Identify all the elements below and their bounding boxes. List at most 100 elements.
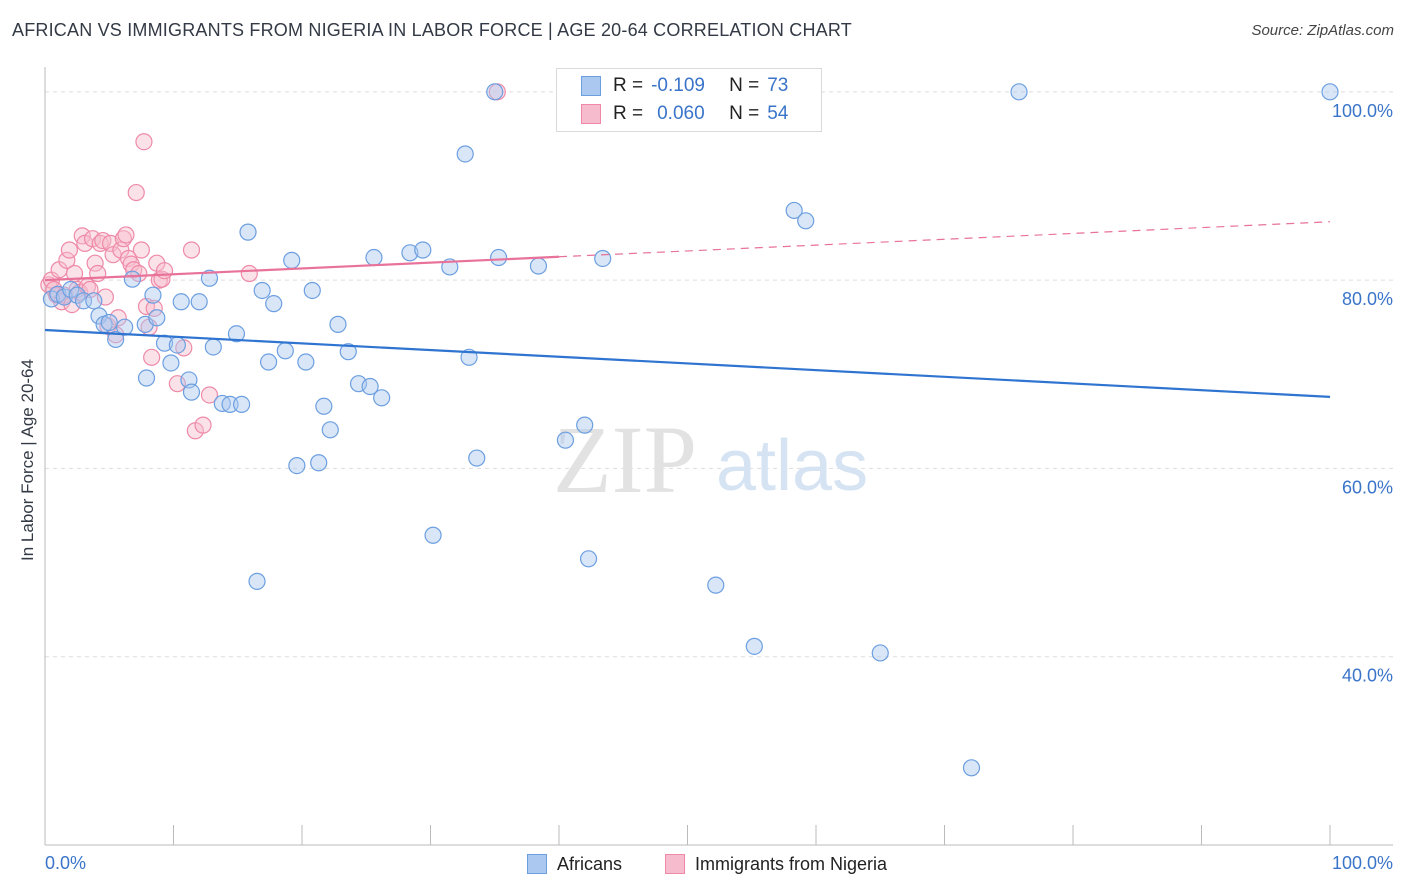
series-africans-points bbox=[42, 83, 1339, 777]
legend-row-africans: R = -0.109 N = 73 bbox=[581, 73, 788, 99]
point-nigeria bbox=[127, 183, 145, 202]
legend-r-label: R = bbox=[613, 75, 644, 96]
point-africans bbox=[190, 293, 208, 311]
point-africans bbox=[414, 241, 432, 259]
tick-labels: 40.0% 60.0% 80.0% 100.0% 0.0% 100.0% bbox=[45, 101, 1393, 873]
point-africans bbox=[297, 353, 315, 371]
point-africans bbox=[283, 251, 301, 269]
point-africans bbox=[785, 201, 803, 220]
point-africans bbox=[276, 342, 294, 360]
y-tick-label: 80.0% bbox=[1342, 289, 1393, 309]
point-africans bbox=[1010, 83, 1028, 101]
point-nigeria bbox=[58, 251, 76, 269]
point-africans bbox=[253, 281, 271, 300]
point-africans bbox=[707, 576, 725, 594]
point-africans bbox=[365, 248, 383, 267]
chart-title: AFRICAN VS IMMIGRANTS FROM NIGERIA IN LA… bbox=[12, 20, 852, 40]
point-africans bbox=[85, 292, 103, 310]
point-nigeria bbox=[240, 264, 258, 283]
point-africans bbox=[456, 145, 474, 163]
point-nigeria bbox=[86, 254, 104, 272]
point-nigeria bbox=[143, 348, 161, 366]
bottom-label-nigeria: Immigrants from Nigeria bbox=[695, 853, 888, 874]
legend-n-label: N = bbox=[729, 75, 760, 96]
point-africans bbox=[361, 377, 379, 396]
legend-row-nigeria: R = 0.060 N = 54 bbox=[581, 101, 788, 127]
legend-n-label: N = bbox=[729, 103, 760, 124]
point-africans bbox=[529, 257, 548, 275]
x-tick-label: 0.0% bbox=[45, 853, 86, 873]
point-africans bbox=[204, 338, 222, 356]
point-africans bbox=[594, 249, 612, 268]
point-africans bbox=[200, 269, 219, 287]
point-africans bbox=[148, 309, 166, 327]
point-africans bbox=[321, 421, 339, 439]
axes bbox=[44, 67, 1393, 846]
point-africans bbox=[329, 315, 347, 333]
bottom-label-africans: Africans bbox=[557, 853, 623, 874]
point-nigeria bbox=[117, 226, 135, 244]
point-africans bbox=[339, 343, 357, 361]
watermark-zip: ZIP bbox=[553, 406, 697, 513]
point-africans bbox=[579, 550, 598, 568]
y-tick-label: 60.0% bbox=[1342, 477, 1393, 497]
series-nigeria-points bbox=[40, 83, 506, 440]
x-tick-label: 100.0% bbox=[1332, 853, 1393, 873]
point-africans bbox=[310, 454, 328, 472]
source-label: Source: ZipAtlas.com bbox=[1251, 22, 1394, 39]
point-africans bbox=[172, 293, 190, 311]
trend-lines bbox=[44, 221, 1331, 398]
legend-r-nigeria: 0.060 bbox=[657, 103, 705, 124]
point-nigeria bbox=[109, 309, 127, 327]
y-tick-label: 40.0% bbox=[1342, 666, 1393, 686]
point-africans bbox=[227, 325, 246, 343]
point-africans bbox=[107, 330, 125, 349]
gridlines bbox=[45, 91, 1393, 658]
point-nigeria bbox=[200, 386, 219, 404]
point-africans bbox=[556, 431, 575, 449]
point-nigeria bbox=[135, 133, 153, 151]
point-africans bbox=[162, 354, 180, 372]
bottom-legend-nigeria: Immigrants from Nigeria bbox=[665, 852, 887, 876]
point-africans bbox=[576, 416, 594, 434]
bottom-swatch-africans bbox=[527, 854, 547, 874]
point-africans bbox=[144, 286, 162, 304]
point-africans bbox=[303, 281, 321, 300]
point-africans bbox=[797, 212, 815, 230]
point-africans bbox=[248, 572, 266, 590]
point-africans bbox=[468, 449, 486, 467]
y-tick-label: 100.0% bbox=[1332, 101, 1393, 121]
point-nigeria bbox=[182, 241, 201, 259]
point-africans bbox=[239, 223, 257, 241]
point-africans bbox=[259, 353, 278, 371]
legend-n-africans: 73 bbox=[767, 75, 789, 96]
trend-line-africans bbox=[44, 328, 1331, 398]
watermark-atlas: atlas bbox=[716, 426, 868, 506]
point-africans bbox=[265, 295, 283, 313]
point-nigeria bbox=[194, 416, 212, 434]
point-africans bbox=[168, 336, 186, 354]
point-nigeria bbox=[132, 241, 150, 259]
point-africans bbox=[90, 307, 108, 325]
point-africans bbox=[401, 244, 419, 262]
point-nigeria bbox=[89, 264, 107, 283]
point-nigeria bbox=[60, 241, 79, 259]
point-africans bbox=[100, 313, 118, 332]
point-africans bbox=[962, 759, 981, 777]
legend-r-africans: -0.109 bbox=[651, 75, 705, 96]
point-africans bbox=[490, 248, 508, 267]
point-africans bbox=[182, 383, 201, 401]
point-africans bbox=[137, 369, 156, 387]
legend-r-label: R = bbox=[613, 103, 644, 124]
legend-swatch-africans bbox=[581, 76, 601, 96]
point-africans bbox=[486, 83, 504, 101]
point-africans bbox=[233, 395, 251, 413]
trend-line-nigeria bbox=[44, 255, 560, 282]
watermark: ZIP atlas bbox=[553, 406, 868, 513]
bottom-legend-africans: Africans bbox=[527, 852, 622, 876]
legend-n-nigeria: 54 bbox=[767, 103, 789, 124]
bottom-swatch-nigeria bbox=[665, 854, 685, 874]
point-africans bbox=[871, 644, 889, 662]
stats-legend: R = -0.109 N = 73 R = 0.060 N = 54 bbox=[556, 68, 822, 132]
